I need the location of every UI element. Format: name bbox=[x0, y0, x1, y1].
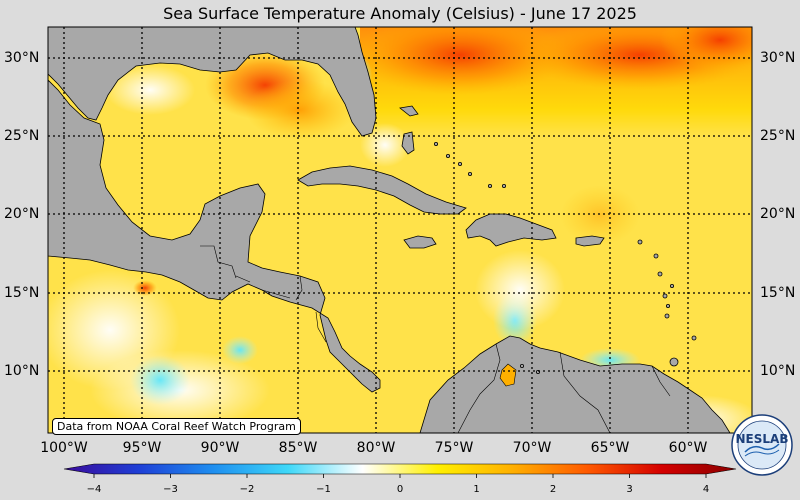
lat-label-left: 25°N bbox=[4, 128, 40, 144]
colorbar-tick-label: −2 bbox=[239, 484, 255, 495]
lon-label: 65°W bbox=[590, 440, 630, 456]
colorbar-tick-label: 2 bbox=[549, 484, 557, 495]
anomaly-field bbox=[48, 27, 752, 433]
logo-text: NESLAB bbox=[736, 432, 789, 446]
land bbox=[48, 27, 731, 433]
land-jamaica bbox=[403, 235, 437, 249]
lon-label: 90°W bbox=[200, 440, 240, 456]
land-south-america bbox=[419, 335, 731, 433]
lat-label-left: 15°N bbox=[4, 285, 40, 301]
lat-label-left: 10°N bbox=[4, 363, 40, 379]
lon-label: 95°W bbox=[122, 440, 162, 456]
land-north-america bbox=[48, 27, 377, 137]
land-barbados bbox=[691, 335, 697, 341]
lon-label: 80°W bbox=[356, 440, 396, 456]
lake-maracaibo bbox=[499, 363, 517, 387]
lat-label-left: 30°N bbox=[4, 50, 40, 66]
colorbar-bar bbox=[63, 463, 737, 478]
country-borders bbox=[200, 245, 671, 433]
colorbar-tick-label: 1 bbox=[473, 484, 480, 495]
graticule bbox=[48, 27, 752, 433]
lon-label: 75°W bbox=[434, 440, 474, 456]
colorbar-tick-label: −4 bbox=[86, 484, 102, 495]
colorbar-tick-label: −1 bbox=[316, 484, 331, 495]
land-bahamas-1 bbox=[399, 105, 419, 117]
lat-label-left: 20°N bbox=[4, 206, 40, 222]
lat-label-right: 30°N bbox=[760, 50, 796, 66]
data-credit: Data from NOAA Coral Reef Watch Program bbox=[52, 418, 301, 435]
land-bahamas-2 bbox=[401, 131, 415, 155]
colorbar: −4 −3 −2 −1 0 1 2 3 4 bbox=[0, 458, 800, 500]
land-hispaniola bbox=[465, 213, 557, 247]
land-trinidad bbox=[669, 357, 679, 367]
lat-label-right: 20°N bbox=[760, 206, 796, 222]
lat-label-right: 10°N bbox=[760, 363, 796, 379]
colorbar-tick-label: 3 bbox=[626, 484, 633, 495]
neslab-logo: NESLAB bbox=[731, 414, 793, 476]
lon-label: 70°W bbox=[512, 440, 552, 456]
map-title: Sea Surface Temperature Anomaly (Celsius… bbox=[163, 4, 637, 23]
map-frame bbox=[47, 26, 753, 434]
lat-label-right: 25°N bbox=[760, 128, 796, 144]
lat-label-right: 15°N bbox=[760, 285, 796, 301]
colorbar-tick-label: 0 bbox=[396, 484, 404, 495]
map-area bbox=[48, 27, 752, 433]
lon-label: 100°W bbox=[40, 440, 88, 456]
lon-label: 60°W bbox=[668, 440, 708, 456]
lon-label: 85°W bbox=[278, 440, 318, 456]
land-puerto-rico bbox=[575, 235, 605, 247]
land-mexico-central-america bbox=[48, 79, 381, 393]
colorbar-tick-label: −3 bbox=[163, 484, 178, 495]
colorbar-tick-label: 4 bbox=[702, 484, 710, 495]
